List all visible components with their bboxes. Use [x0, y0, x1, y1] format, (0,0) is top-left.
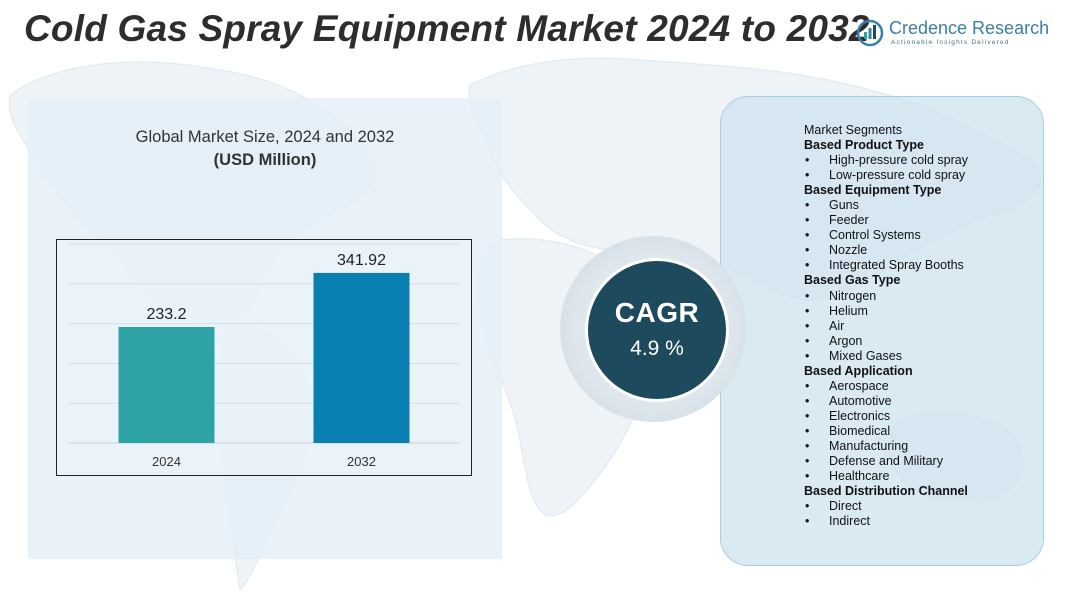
segments-heading: Market Segments	[804, 123, 902, 137]
segment-item-label: Manufacturing	[829, 438, 909, 453]
segment-item: • Control Systems	[804, 228, 1039, 243]
segment-item: • Electronics	[804, 409, 1039, 424]
segment-item-label: Integrated Spray Booths	[829, 258, 964, 273]
bullet-icon: •	[805, 393, 810, 408]
segment-item-label: Automotive	[829, 393, 892, 408]
segment-item: • Helium	[804, 304, 1039, 319]
segment-item: • Direct	[804, 499, 1039, 514]
bullet-icon: •	[805, 514, 810, 529]
segment-group-title: Based Application	[804, 363, 913, 378]
bullet-icon: •	[805, 499, 810, 514]
x-tick-label: 2032	[347, 454, 376, 469]
segment-item: • Healthcare	[804, 469, 1039, 484]
segment-item-label: Aerospace	[829, 378, 889, 393]
bullet-icon: •	[805, 243, 810, 258]
bar-2024	[118, 326, 215, 443]
bullet-icon: •	[805, 469, 810, 484]
segment-item-label: Indirect	[829, 514, 870, 529]
x-tick-label: 2024	[152, 454, 181, 469]
cagr-badge: CAGR 4.9 %	[585, 258, 729, 402]
segment-group-title: Based Gas Type	[804, 273, 901, 288]
segment-item-label: Electronics	[829, 408, 891, 423]
segment-item-label: Mixed Gases	[829, 348, 902, 363]
segments-list: Market Segments Based Product Type • High-…	[804, 123, 1039, 529]
segments-panel: Market Segments Based Product Type • High-…	[720, 96, 1044, 566]
segment-item: • Defense and Military	[804, 454, 1039, 469]
bullet-icon: •	[805, 213, 810, 228]
segment-item: • Indirect	[804, 514, 1039, 529]
bar-value-label: 341.92	[337, 252, 386, 269]
bar-chart-svg: 233.2 2024 341.92 2032	[69, 243, 459, 469]
bullet-icon: •	[805, 258, 810, 273]
segment-item: • Low-pressure cold spray	[804, 168, 1039, 183]
logo-tagline: Actionable Insights Delivered	[891, 39, 1010, 46]
bullet-icon: •	[805, 153, 810, 168]
segment-item-label: Control Systems	[829, 228, 921, 243]
segment-item: • Air	[804, 319, 1039, 334]
bullet-icon: •	[805, 288, 810, 303]
segment-item: • Nozzle	[804, 243, 1039, 258]
segment-item-label: Guns	[829, 198, 859, 213]
logo-name: Credence Research	[889, 18, 1050, 38]
segment-item: • High-pressure cold spray	[804, 153, 1039, 168]
bullet-icon: •	[805, 228, 810, 243]
segment-item-label: High-pressure cold spray	[829, 153, 968, 168]
segment-item: • Guns	[804, 198, 1039, 213]
page-title: Cold Gas Spray Equipment Market 2024 to …	[24, 8, 870, 49]
segment-item-label: Feeder	[829, 213, 869, 228]
bullet-icon: •	[805, 454, 810, 469]
segment-item: • Integrated Spray Booths	[804, 258, 1039, 273]
bullet-icon: •	[805, 333, 810, 348]
segment-group-title: Based Distribution Channel	[804, 484, 968, 499]
segment-item-label: Nozzle	[829, 243, 868, 258]
segment-item: • Nitrogen	[804, 289, 1039, 304]
bar-2032	[313, 272, 410, 443]
segment-item-label: Direct	[829, 499, 862, 514]
bullet-icon: •	[805, 438, 810, 453]
segment-item: • Manufacturing	[804, 439, 1039, 454]
segment-item: • Biomedical	[804, 424, 1039, 439]
bullet-icon: •	[805, 408, 810, 423]
segment-item: • Automotive	[804, 394, 1039, 409]
bullet-icon: •	[805, 303, 810, 318]
segment-item: • Feeder	[804, 213, 1039, 228]
segment-item: • Argon	[804, 334, 1039, 349]
segment-item: • Aerospace	[804, 379, 1039, 394]
cagr-value: 4.9 %	[630, 337, 684, 360]
bar-chart: 233.2 2024 341.92 2032	[56, 239, 472, 476]
segment-item-label: Nitrogen	[829, 288, 877, 303]
bullet-icon: •	[805, 168, 810, 183]
cagr-label: CAGR	[614, 297, 700, 328]
credence-logo-icon	[856, 19, 884, 47]
bullet-icon: •	[805, 318, 810, 333]
segment-item-label: Healthcare	[829, 469, 890, 484]
segment-group-title: Based Product Type	[804, 138, 924, 153]
bar-value-label: 233.2	[146, 306, 186, 323]
segment-group-title: Based Equipment Type	[804, 183, 942, 198]
bullet-icon: •	[805, 198, 810, 213]
segment-item-label: Defense and Military	[829, 454, 943, 469]
segment-item-label: Helium	[829, 303, 868, 318]
chart-title: Global Market Size, 2024 and 2032	[135, 128, 395, 146]
bullet-icon: •	[805, 348, 810, 363]
chart-unit-label: (USD Million)	[213, 151, 317, 169]
segment-item-label: Air	[829, 318, 845, 333]
segment-item-label: Argon	[829, 333, 863, 348]
credence-logo: Credence Research Actionable Insights De…	[855, 16, 1055, 50]
bullet-icon: •	[805, 378, 810, 393]
segment-item-label: Biomedical	[829, 423, 891, 438]
segment-item: • Mixed Gases	[804, 349, 1039, 364]
bullet-icon: •	[805, 423, 810, 438]
segment-item-label: Low-pressure cold spray	[829, 168, 966, 183]
